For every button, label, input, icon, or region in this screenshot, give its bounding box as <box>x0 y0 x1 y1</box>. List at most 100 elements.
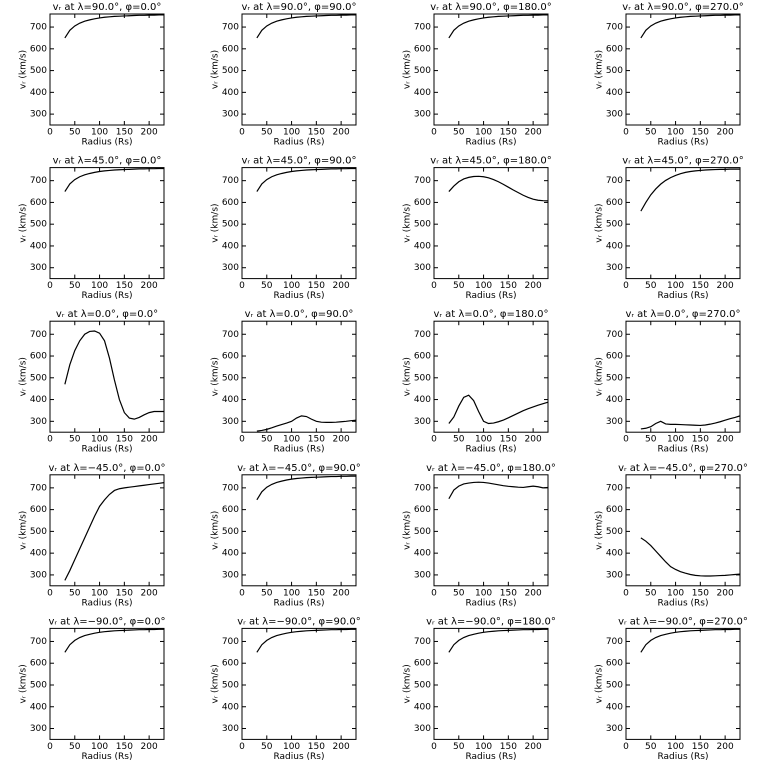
chart-title: vᵣ at λ=−45.0°, φ=0.0° <box>48 463 165 474</box>
data-line <box>448 14 548 39</box>
y-tick-label: 300 <box>414 724 431 734</box>
y-tick-label: 600 <box>222 198 239 208</box>
x-tick-label: 150 <box>692 435 709 445</box>
data-line <box>64 167 164 192</box>
data-line <box>448 394 549 425</box>
x-tick-label: 200 <box>333 128 350 138</box>
y-tick-label: 600 <box>606 659 623 669</box>
x-tick-label: 50 <box>69 281 81 291</box>
y-tick-label: 700 <box>222 23 239 33</box>
y-tick-label: 300 <box>606 263 623 273</box>
data-line <box>64 14 164 39</box>
x-tick-label: 0 <box>623 435 629 445</box>
chart-title: vᵣ at λ=−90.0°, φ=0.0° <box>48 616 165 627</box>
x-tick-label: 150 <box>308 742 325 752</box>
plot-frame <box>49 474 165 587</box>
x-tick-label: 100 <box>667 435 684 445</box>
x-tick-label: 50 <box>261 742 273 752</box>
x-tick-label: 0 <box>47 128 53 138</box>
x-tick-label: 50 <box>261 588 273 598</box>
x-tick-label: 150 <box>308 281 325 291</box>
x-tick-label: 0 <box>431 435 437 445</box>
x-tick-label: 50 <box>69 435 81 445</box>
y-tick-label: 300 <box>222 570 239 580</box>
x-tick-label: 100 <box>475 435 492 445</box>
plot-frame <box>241 474 357 587</box>
plot-frame <box>625 474 741 587</box>
x-tick-label: 200 <box>141 742 158 752</box>
x-tick-label: 0 <box>239 128 245 138</box>
y-tick-label: 400 <box>606 241 623 251</box>
y-tick-label: 700 <box>30 23 47 33</box>
y-tick-label: 500 <box>606 680 623 690</box>
y-tick-label: 600 <box>606 198 623 208</box>
plot-frame <box>433 320 549 433</box>
x-tick-label: 200 <box>141 281 158 291</box>
chart-title: vᵣ at λ=−45.0°, φ=270.0° <box>618 463 748 474</box>
x-tick-label: 50 <box>453 128 465 138</box>
x-tick-label: 200 <box>525 435 542 445</box>
y-tick-label: 400 <box>414 702 431 712</box>
x-tick-label: 100 <box>91 588 108 598</box>
y-tick-label: 400 <box>30 88 47 98</box>
data-line <box>640 415 741 430</box>
data-line <box>256 628 356 653</box>
y-tick-label: 700 <box>222 330 239 340</box>
data-line <box>256 415 357 432</box>
y-tick-label: 400 <box>414 88 431 98</box>
plot-frame <box>433 167 549 280</box>
y-tick-label: 600 <box>606 352 623 362</box>
y-tick-label: 700 <box>30 330 47 340</box>
x-tick-label: 0 <box>239 588 245 598</box>
data-line <box>640 537 741 577</box>
x-tick-label: 50 <box>645 742 657 752</box>
y-tick-label: 400 <box>30 395 47 405</box>
chart-title: vᵣ at λ=−90.0°, φ=180.0° <box>426 616 556 627</box>
x-tick-label: 50 <box>261 281 273 291</box>
x-tick-label: 150 <box>692 588 709 598</box>
y-axis-label: vᵣ (km/s) <box>211 664 221 703</box>
x-tick-label: 50 <box>453 588 465 598</box>
x-tick-label: 150 <box>308 435 325 445</box>
x-tick-label: 150 <box>692 281 709 291</box>
y-tick-label: 500 <box>222 220 239 230</box>
y-tick-label: 600 <box>30 44 47 54</box>
y-tick-label: 300 <box>30 724 47 734</box>
y-tick-label: 400 <box>222 549 239 559</box>
y-tick-label: 600 <box>222 659 239 669</box>
x-tick-label: 100 <box>667 128 684 138</box>
y-tick-label: 400 <box>30 549 47 559</box>
chart-title: vᵣ at λ=45.0°, φ=0.0° <box>53 156 162 167</box>
y-axis-label: vᵣ (km/s) <box>403 50 413 89</box>
x-tick-label: 200 <box>141 588 158 598</box>
y-tick-label: 300 <box>606 724 623 734</box>
y-tick-label: 300 <box>414 417 431 427</box>
plot-frame <box>433 627 549 740</box>
y-tick-label: 700 <box>414 176 431 186</box>
x-axis-label: Radius (Rs) <box>273 598 324 608</box>
x-tick-label: 0 <box>431 128 437 138</box>
x-tick-label: 0 <box>623 588 629 598</box>
x-tick-label: 200 <box>525 281 542 291</box>
x-axis-label: Radius (Rs) <box>465 291 516 301</box>
plot-frame <box>241 13 357 126</box>
x-tick-label: 100 <box>283 588 300 598</box>
y-axis-label: vᵣ (km/s) <box>595 203 605 242</box>
x-axis-label: Radius (Rs) <box>465 598 516 608</box>
x-tick-label: 50 <box>453 742 465 752</box>
x-tick-label: 100 <box>475 281 492 291</box>
x-tick-label: 100 <box>283 281 300 291</box>
x-axis-label: Radius (Rs) <box>81 752 132 762</box>
y-tick-label: 500 <box>30 527 47 537</box>
x-tick-label: 100 <box>91 281 108 291</box>
x-tick-label: 50 <box>453 435 465 445</box>
x-axis-label: Radius (Rs) <box>465 752 516 762</box>
data-line <box>448 481 549 500</box>
y-tick-label: 600 <box>414 198 431 208</box>
x-tick-label: 0 <box>431 588 437 598</box>
y-axis-label: vᵣ (km/s) <box>19 511 29 550</box>
x-axis-label: Radius (Rs) <box>657 291 708 301</box>
data-line <box>640 168 740 212</box>
y-tick-label: 500 <box>30 66 47 76</box>
y-tick-label: 300 <box>30 570 47 580</box>
